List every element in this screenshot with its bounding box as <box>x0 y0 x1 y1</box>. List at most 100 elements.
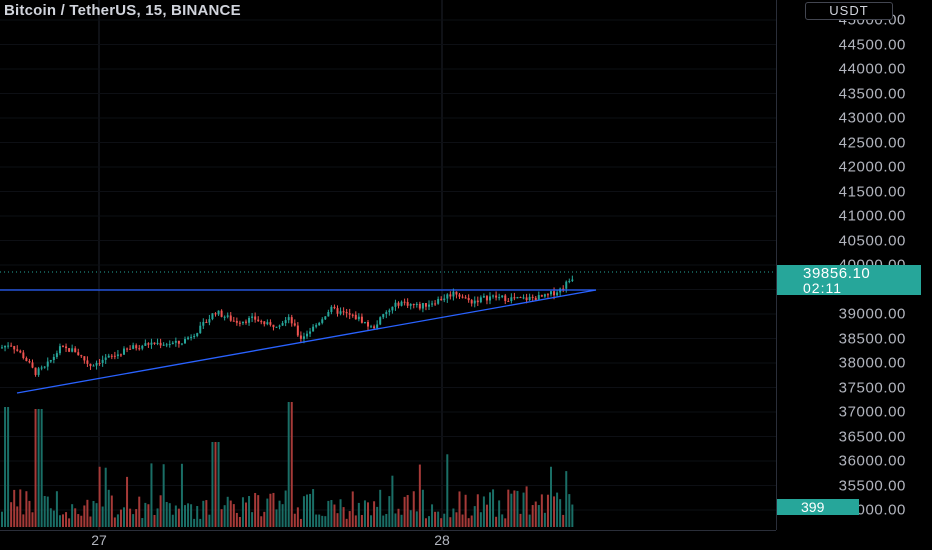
candle-body <box>568 280 571 282</box>
candle-body <box>312 326 315 332</box>
candle-body <box>16 349 19 351</box>
volume-bar <box>254 492 257 527</box>
candle-body <box>74 348 77 353</box>
volume-bar <box>241 497 244 527</box>
time-axis[interactable]: 27 28 <box>0 530 776 550</box>
volume-bar <box>211 442 214 527</box>
candle-body <box>199 325 202 334</box>
price-tick: 44000.00 <box>838 60 906 78</box>
candle-body <box>302 336 305 339</box>
volume-bar <box>119 509 122 527</box>
volume-bar <box>498 500 501 527</box>
candle-body <box>440 298 443 301</box>
candle-body <box>241 321 244 324</box>
volume-bar <box>403 496 406 527</box>
volume-bar <box>525 486 528 527</box>
volume-bar <box>516 490 519 527</box>
volume-bar <box>464 494 467 527</box>
volume-bar <box>68 518 71 527</box>
candle-body <box>556 292 559 296</box>
volume-bar <box>177 508 180 527</box>
volume-bar <box>144 502 147 527</box>
candlestick-chart[interactable] <box>0 0 776 530</box>
volume-bar <box>272 492 275 527</box>
volume-bar <box>80 515 83 527</box>
price-tick: 37500.00 <box>838 379 906 396</box>
volume-bar <box>214 442 217 527</box>
volume-bar <box>92 500 95 527</box>
candle-body <box>10 345 13 347</box>
candle-body <box>52 356 55 361</box>
candle-body <box>403 301 406 303</box>
candle-body <box>281 323 284 326</box>
volume-bar <box>571 504 574 527</box>
volume-bar <box>489 492 491 527</box>
support-trendline[interactable] <box>16 289 597 394</box>
volume-bar <box>318 514 321 527</box>
volume-bar <box>568 494 571 527</box>
volume-bar <box>251 512 254 527</box>
volume-bar <box>458 491 461 527</box>
volume-bar <box>540 494 543 527</box>
candle-body <box>98 362 101 364</box>
candle-body <box>400 301 403 306</box>
price-tick: 44500.00 <box>838 36 906 53</box>
volume-bar <box>205 500 208 527</box>
price-scale[interactable]: 45000.00 44500.00 44000.00 43500.00 43000.00… <box>776 0 932 530</box>
volume-bar <box>46 496 49 527</box>
volume-bar <box>107 489 110 527</box>
volume-bar <box>199 518 202 527</box>
candle-body <box>479 297 482 303</box>
candle-body <box>49 360 52 362</box>
volume-bar <box>138 496 141 527</box>
volume-histogram <box>1 402 574 527</box>
candle-body <box>540 295 543 297</box>
symbol-title: Bitcoin / TetherUS, 15, BINANCE <box>4 2 241 19</box>
volume-bar <box>184 505 186 527</box>
candle-body <box>504 295 507 301</box>
volume-bar <box>562 514 565 527</box>
volume-bar <box>1 511 3 527</box>
volume-bar <box>284 490 287 527</box>
candle-body <box>62 346 64 348</box>
candle-body <box>135 345 138 349</box>
candle-body <box>147 343 150 345</box>
volume-bar <box>434 511 437 527</box>
candle-body <box>126 348 129 350</box>
candle-body <box>476 300 479 303</box>
price-tick: 43500.00 <box>838 85 906 102</box>
candle-body <box>327 311 330 317</box>
volume-bar <box>510 493 513 527</box>
volume-bar <box>40 409 43 527</box>
volume-bar <box>187 503 190 527</box>
volume-bar <box>543 512 546 527</box>
volume-bar <box>431 504 434 527</box>
price-tick: 39000.00 <box>838 305 906 323</box>
volume-bar <box>428 516 430 527</box>
candle-body <box>379 317 382 325</box>
last-price-label: 39856.10 02:11 <box>777 265 921 295</box>
candle-body <box>495 295 498 298</box>
volume-bar <box>278 500 281 527</box>
volume-bar <box>348 511 351 527</box>
candle-body <box>232 320 235 322</box>
volume-bar <box>293 513 296 527</box>
candle-body <box>418 303 421 309</box>
candle-body <box>141 345 144 349</box>
candle-body <box>394 302 397 307</box>
candle-body <box>363 321 366 323</box>
candle-body <box>345 312 348 314</box>
volume-bar <box>275 509 278 527</box>
candle-body <box>406 302 409 306</box>
volume-bar <box>110 495 113 527</box>
volume-bar <box>235 512 238 527</box>
candle-body <box>501 295 504 298</box>
candle-body <box>144 343 147 346</box>
candle-body <box>470 300 473 304</box>
volume-bar <box>367 502 369 527</box>
volume-bar <box>266 498 269 527</box>
currency-button[interactable]: USDT <box>805 2 893 20</box>
volume-bar <box>86 499 89 527</box>
candle-body <box>132 345 135 349</box>
chart-pane[interactable]: Bitcoin / TetherUS, 15, BINANCE <box>0 0 776 530</box>
